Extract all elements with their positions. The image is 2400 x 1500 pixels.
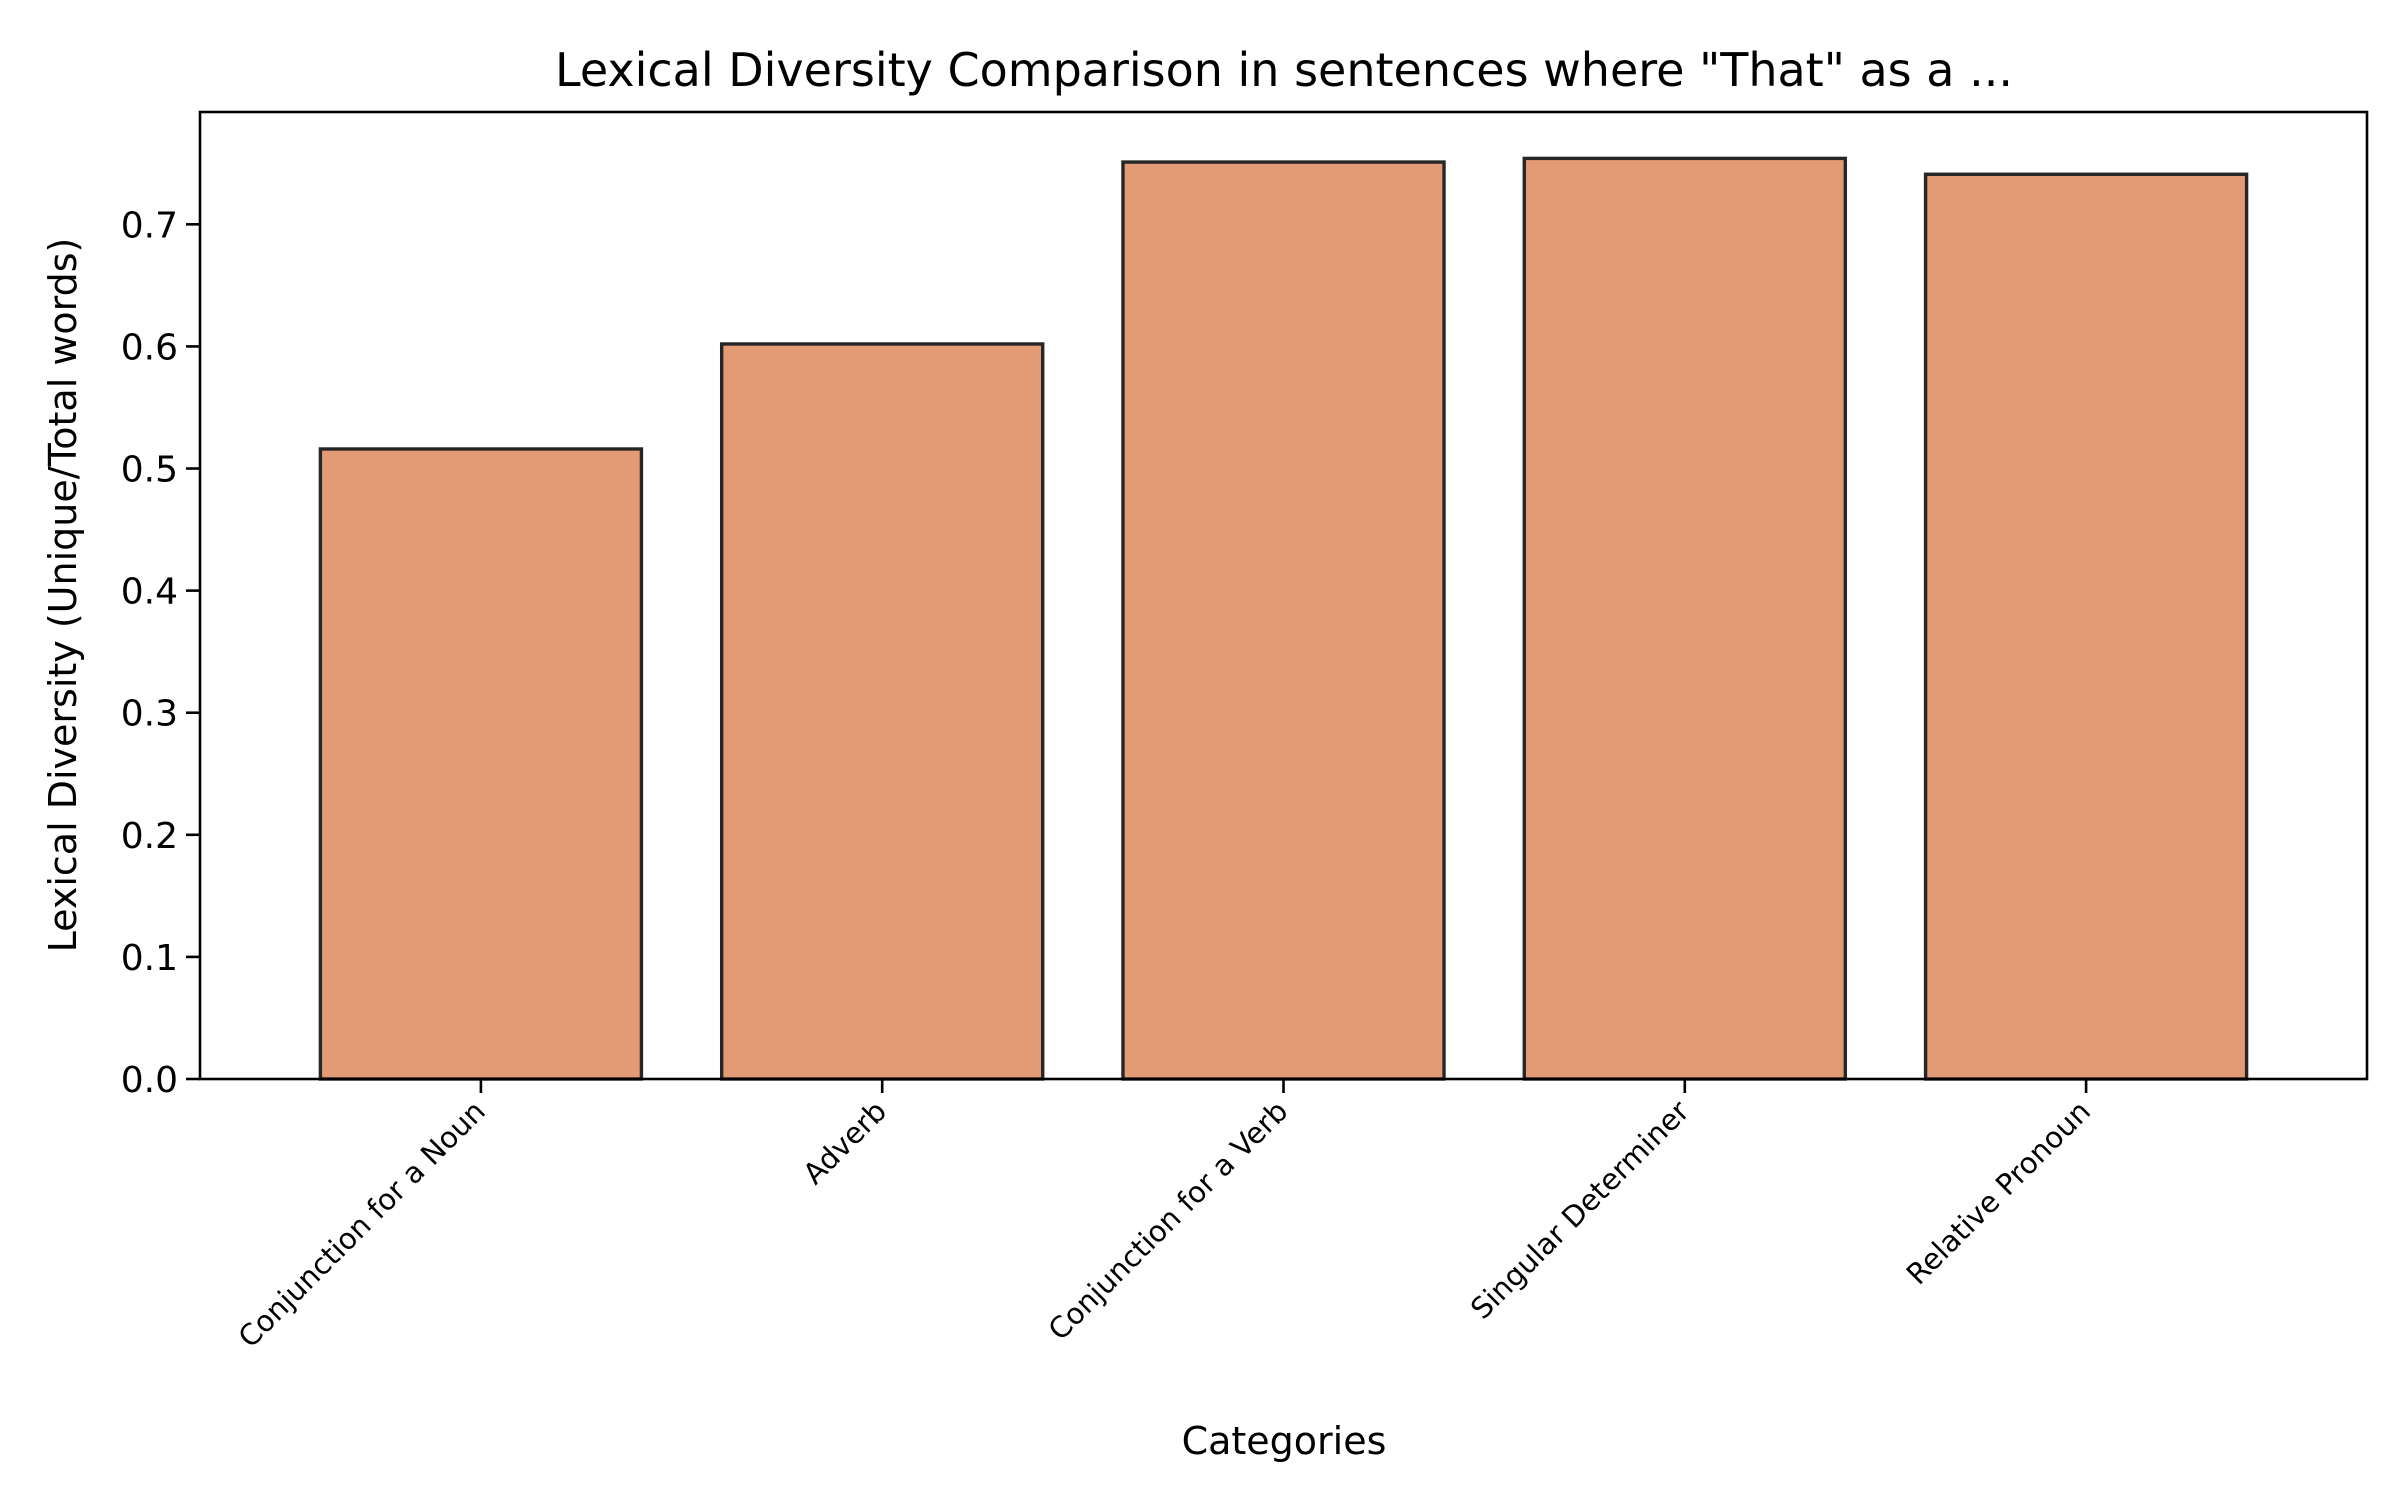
y-tick-label: 0.4 <box>121 572 178 613</box>
y-tick-label: 0.2 <box>121 816 178 857</box>
y-tick-label: 0.5 <box>121 450 178 491</box>
y-tick-label: 0.7 <box>121 205 178 246</box>
bar <box>719 342 1045 1081</box>
y-tick-label: 0.1 <box>121 938 178 979</box>
x-tick-label: Adverb <box>796 1094 893 1191</box>
x-tick-label: Relative Pronoun <box>1900 1094 2097 1291</box>
chart-title: Lexical Diversity Comparison in sentence… <box>555 43 2013 97</box>
bar <box>1923 172 2249 1081</box>
bar <box>1522 156 1848 1081</box>
x-axis: Conjunction for a Noun Adverb Conjunction … <box>232 1079 2097 1354</box>
y-axis-label: Lexical Diversity (Unique/Total words) <box>41 238 85 953</box>
bar <box>318 447 644 1081</box>
x-tick-label: Singular Determiner <box>1464 1094 1696 1326</box>
x-tick-label: Conjunction for a Verb <box>1041 1094 1294 1347</box>
plot-frame <box>198 110 2369 1081</box>
bar <box>1121 160 1446 1081</box>
y-axis: 0.0 0.1 0.2 0.3 0.4 0.5 0.6 0.7 <box>121 205 200 1101</box>
y-tick-label: 0.6 <box>121 327 178 368</box>
bar-group <box>318 156 2249 1081</box>
x-tick-label: Conjunction for a Noun <box>232 1094 492 1354</box>
y-tick-label: 0.0 <box>121 1060 178 1101</box>
y-tick-label: 0.3 <box>121 694 178 735</box>
x-axis-label: Categories <box>1182 1419 1387 1463</box>
